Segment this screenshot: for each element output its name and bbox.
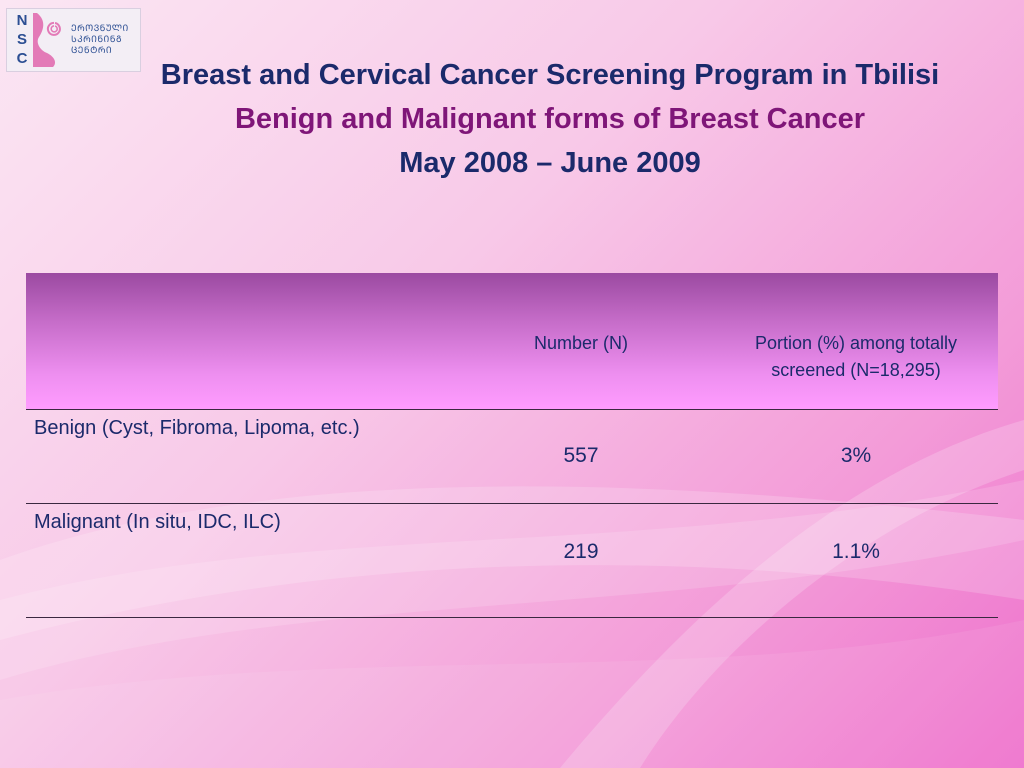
column-header-portion: Portion (%) among totally screened (N=18… bbox=[754, 333, 958, 380]
table-header: Number (N) Portion (%) among totally scr… bbox=[26, 273, 998, 409]
row-number: 219 bbox=[563, 540, 599, 563]
logo-letter: N bbox=[16, 12, 28, 29]
page-subtitle: Benign and Malignant forms of Breast Can… bbox=[234, 103, 866, 135]
row-label: Malignant (In situ, IDC, ILC) bbox=[34, 511, 281, 533]
logo-letter: S bbox=[16, 31, 27, 48]
breast-silhouette-logo-icon bbox=[33, 13, 61, 67]
statistics-table: Number (N) Portion (%) among totally scr… bbox=[26, 273, 998, 618]
logo-text-line: ᲪᲔᲜᲢᲠᲘ bbox=[71, 45, 113, 55]
page-title: Breast and Cervical Cancer Screening Pro… bbox=[160, 59, 940, 91]
title-block: Breast and Cervical Cancer Screening Pro… bbox=[150, 58, 950, 180]
table-row: Benign (Cyst, Fibroma, Lipoma, etc.) 557… bbox=[26, 409, 998, 503]
logo-text: ᲔᲠᲝᲕᲜᲣᲚᲘ ᲡᲙᲠᲘᲜᲘᲜᲒ ᲪᲔᲜᲢᲠᲘ bbox=[71, 23, 137, 56]
row-portion: 3% bbox=[840, 444, 872, 467]
table-row: Malignant (In situ, IDC, ILC) 219 1.1% bbox=[26, 503, 998, 618]
logo-letters: N S C bbox=[11, 11, 33, 68]
row-portion: 1.1% bbox=[832, 540, 880, 563]
column-header-number: Number (N) bbox=[533, 333, 628, 353]
period-label: May 2008 – June 2009 bbox=[399, 147, 701, 179]
logo-text-line: ᲡᲙᲠᲘᲜᲘᲜᲒ bbox=[71, 34, 122, 44]
row-number: 557 bbox=[563, 444, 599, 467]
logo-letter: C bbox=[16, 50, 28, 67]
row-label: Benign (Cyst, Fibroma, Lipoma, etc.) bbox=[34, 417, 360, 439]
logo-text-line: ᲔᲠᲝᲕᲜᲣᲚᲘ bbox=[71, 23, 129, 33]
nsc-logo: N S C ᲔᲠᲝᲕᲜᲣᲚᲘ ᲡᲙᲠᲘᲜᲘᲜᲒ ᲪᲔᲜᲢᲠᲘ bbox=[6, 8, 141, 72]
